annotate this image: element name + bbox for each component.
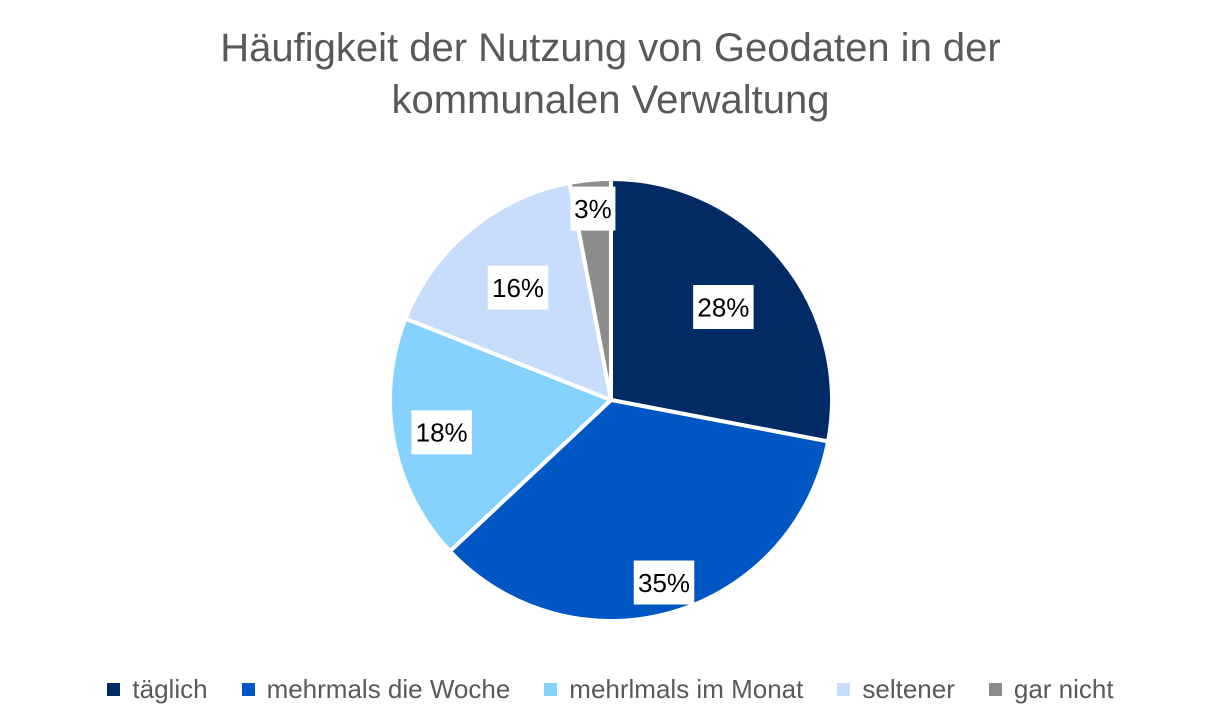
- pie-data-label-box-2: [411, 410, 472, 455]
- pie-data-label-3: 16%: [487, 265, 549, 310]
- legend-label-1: mehrmals die Woche: [266, 673, 511, 704]
- pie-data-label-2: 18%: [411, 410, 472, 455]
- chart-title-line-1: Häufigkeit der Nutzung von Geodaten in d…: [220, 26, 1001, 70]
- legend-label-2: mehrlmals im Monat: [569, 673, 804, 704]
- legend-item-3: seltener: [837, 674, 955, 705]
- chart-title-line-2: kommunalen Verwaltung: [391, 78, 830, 122]
- legend-item-2: mehrlmals im Monat: [544, 674, 803, 705]
- chart-title: Häufigkeit der Nutzung von Geodaten in d…: [0, 22, 1221, 126]
- pie-data-label-text-2: 18%: [416, 418, 468, 448]
- pie-data-label-0: 28%: [693, 285, 754, 330]
- pie-data-label-1: 35%: [633, 560, 695, 605]
- legend-swatch-2: [544, 682, 558, 696]
- pie-data-label-text-3: 16%: [492, 273, 544, 303]
- pie-slice-2: [388, 316, 613, 554]
- legend-swatch-0: [107, 682, 121, 696]
- pie-data-label-box-1: [633, 560, 695, 605]
- pie-slice-4: [567, 177, 613, 402]
- pie-data-label-4: 3%: [570, 186, 616, 231]
- legend-label-3: seltener: [862, 673, 955, 704]
- legend-label-0: täglich: [132, 673, 208, 704]
- legend-label-4: gar nicht: [1013, 673, 1114, 704]
- legend-swatch-3: [837, 682, 851, 696]
- legend-swatch-1: [241, 682, 255, 696]
- pie-data-labels: 28% 35% 18% 16% 3%: [411, 186, 754, 605]
- legend-item-4: gar nicht: [988, 673, 1114, 705]
- legend-item-1: mehrmals die Woche: [241, 673, 511, 705]
- pie-data-label-text-0: 28%: [697, 292, 749, 322]
- legend-item-0: täglich: [107, 673, 208, 705]
- pie-data-label-box-4: [570, 186, 616, 231]
- chart-legend: täglich mehrmals die Woche mehrlmals im Mo…: [0, 671, 1221, 707]
- pie-data-label-text-4: 3%: [574, 194, 612, 224]
- pie-data-label-box-3: [487, 265, 549, 310]
- legend-swatch-4: [988, 682, 1002, 696]
- pie-slice-1: [447, 398, 831, 623]
- pie-slices: [388, 177, 834, 623]
- pie-data-label-box-0: [693, 285, 754, 330]
- pie-data-label-text-1: 35%: [638, 568, 690, 598]
